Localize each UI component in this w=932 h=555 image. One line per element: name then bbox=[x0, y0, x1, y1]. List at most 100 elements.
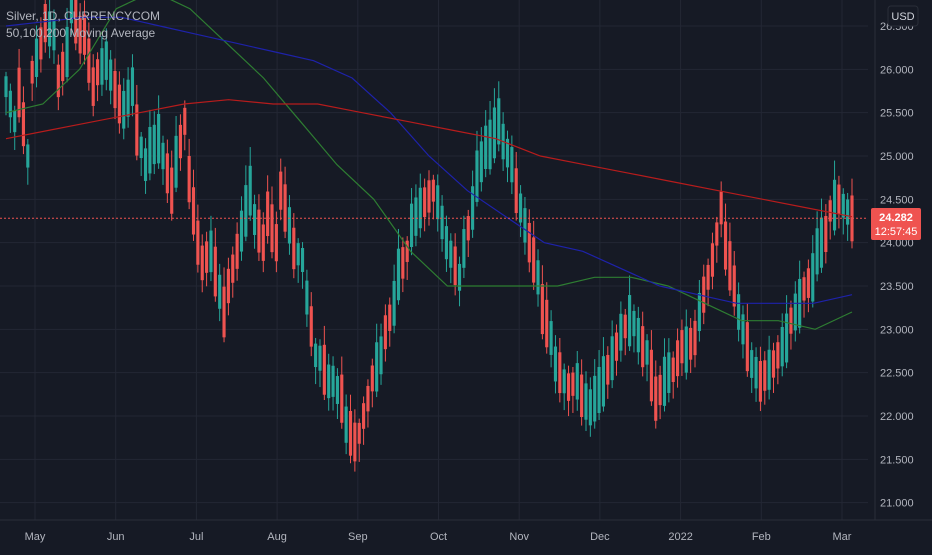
candle-body bbox=[719, 191, 723, 225]
candle bbox=[837, 175, 841, 229]
candle-body bbox=[680, 330, 684, 364]
candle bbox=[100, 35, 104, 96]
candle-body bbox=[741, 314, 745, 345]
candle-body bbox=[252, 204, 257, 235]
candle bbox=[109, 50, 113, 105]
candle bbox=[196, 204, 200, 273]
candle-body bbox=[654, 376, 658, 421]
candle bbox=[671, 351, 675, 399]
candle-body bbox=[135, 104, 139, 156]
candle bbox=[61, 43, 65, 96]
candle-body bbox=[754, 356, 758, 389]
indicator-title[interactable]: 50,100,200 Moving Average bbox=[6, 26, 156, 40]
candle-body bbox=[789, 307, 793, 334]
candle bbox=[283, 166, 287, 239]
candle bbox=[641, 311, 645, 377]
candle-body bbox=[43, 4, 47, 43]
candle bbox=[161, 135, 165, 185]
candle bbox=[235, 222, 239, 281]
chart-legend[interactable]: Silver, 1D, CURRENCYCOM 50,100,200 Movin… bbox=[6, 8, 160, 42]
candle bbox=[649, 330, 653, 406]
candle-body bbox=[191, 187, 196, 235]
candle-body bbox=[793, 293, 797, 331]
candle-body bbox=[684, 326, 688, 373]
candle-body bbox=[91, 67, 95, 106]
candle-body bbox=[641, 326, 645, 368]
candle-body bbox=[584, 383, 588, 420]
candle bbox=[362, 396, 366, 445]
candle bbox=[684, 309, 688, 380]
candle-body bbox=[335, 376, 339, 404]
candle-body bbox=[379, 336, 383, 375]
candle-body bbox=[732, 265, 736, 307]
candle-body bbox=[837, 184, 841, 215]
candle-body bbox=[261, 224, 265, 261]
candle bbox=[261, 212, 265, 273]
candle bbox=[300, 242, 305, 289]
candle-body bbox=[104, 41, 108, 80]
candle-body bbox=[675, 340, 680, 377]
candle-body bbox=[287, 207, 292, 244]
candle bbox=[793, 281, 797, 342]
candle bbox=[226, 257, 230, 316]
candle-body bbox=[771, 350, 776, 378]
candle-body bbox=[566, 373, 571, 401]
candle-body bbox=[597, 366, 601, 414]
candle-body bbox=[553, 346, 558, 382]
candle bbox=[327, 353, 331, 411]
candle bbox=[357, 418, 361, 462]
candle bbox=[771, 342, 776, 393]
candle bbox=[479, 127, 483, 192]
time-tick-label: Aug bbox=[267, 531, 287, 543]
candle-body bbox=[667, 352, 671, 393]
candle-body bbox=[723, 221, 728, 270]
candle bbox=[710, 232, 715, 290]
candle-body bbox=[632, 310, 636, 337]
candle bbox=[409, 188, 414, 256]
symbol-title[interactable]: Silver, 1D, CURRENCYCOM bbox=[6, 9, 161, 23]
candle-body bbox=[174, 135, 178, 188]
candle-body bbox=[8, 90, 12, 118]
candle bbox=[776, 335, 780, 385]
candle-body bbox=[444, 226, 449, 260]
candle bbox=[78, 3, 82, 65]
candle-body bbox=[143, 148, 148, 181]
candle-body bbox=[200, 245, 204, 281]
time-tick-label: Jun bbox=[107, 531, 125, 543]
candle bbox=[178, 114, 183, 171]
candle bbox=[87, 22, 91, 91]
candle-body bbox=[785, 313, 789, 363]
candle bbox=[383, 304, 387, 362]
candle-body bbox=[728, 241, 732, 291]
ma-50-line bbox=[5, 0, 853, 330]
candle-body bbox=[431, 179, 435, 202]
candle bbox=[444, 215, 449, 272]
candle bbox=[340, 356, 344, 429]
candle bbox=[69, 0, 73, 36]
candle-body bbox=[292, 227, 296, 270]
candle bbox=[750, 342, 754, 393]
candle bbox=[56, 54, 60, 111]
candle bbox=[8, 83, 12, 133]
candle bbox=[270, 186, 274, 259]
candle bbox=[405, 236, 409, 280]
price-tick-label: 25.000 bbox=[880, 151, 914, 163]
time-axis[interactable]: May Jun Jul Aug Sep Oct Nov Dec 2022 Feb Mar bbox=[0, 519, 932, 543]
candle bbox=[758, 346, 762, 412]
currency-badge[interactable]: USD bbox=[887, 5, 919, 27]
candle bbox=[427, 170, 431, 226]
candle bbox=[715, 216, 719, 263]
candle bbox=[553, 335, 558, 394]
candle-body bbox=[109, 59, 113, 91]
candle bbox=[401, 237, 405, 293]
candle bbox=[96, 52, 100, 102]
candle bbox=[348, 394, 353, 464]
candle-body bbox=[540, 284, 544, 335]
candle-body bbox=[846, 199, 850, 225]
candle-body bbox=[113, 70, 117, 109]
candle bbox=[126, 67, 130, 128]
candle bbox=[680, 319, 684, 376]
candle bbox=[423, 178, 427, 232]
